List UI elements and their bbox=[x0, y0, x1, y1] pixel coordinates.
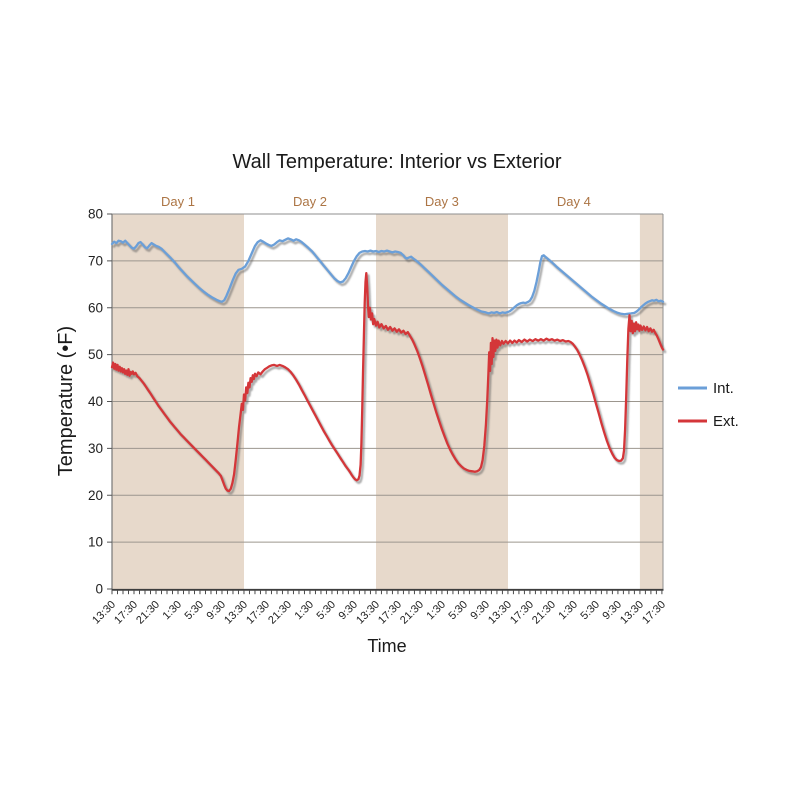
x-tick-label: 21:30 bbox=[530, 599, 558, 627]
x-tick-label: 1:30 bbox=[424, 599, 448, 623]
series-line-int bbox=[110, 237, 665, 316]
y-tick-label: 10 bbox=[88, 535, 103, 550]
y-tick-label: 0 bbox=[95, 582, 103, 597]
data-series bbox=[110, 237, 667, 495]
y-tick-label: 20 bbox=[88, 488, 103, 503]
x-tick-label: 17:30 bbox=[376, 599, 404, 627]
x-axis-ticks: 13:3017:3021:301:305:309:3013:3017:3021:… bbox=[90, 590, 668, 627]
x-tick-label: 13:30 bbox=[618, 599, 646, 627]
x-axis-title: Time bbox=[367, 636, 406, 656]
day-label: Day 2 bbox=[293, 194, 327, 209]
x-tick-label: 13:30 bbox=[222, 599, 250, 627]
legend-label: Int. bbox=[713, 380, 734, 397]
gridlines bbox=[112, 260, 663, 543]
x-tick-label: 5:30 bbox=[446, 599, 470, 623]
x-tick-label: 13:30 bbox=[354, 599, 382, 627]
x-tick-label: 17:30 bbox=[508, 599, 536, 627]
y-tick-label: 80 bbox=[88, 207, 103, 222]
x-tick-label: 21:30 bbox=[266, 599, 294, 627]
axes-frame bbox=[111, 213, 664, 591]
x-tick-label: 17:30 bbox=[244, 599, 272, 627]
y-axis-title: Temperature (•F) bbox=[55, 326, 77, 476]
x-tick-label: 21:30 bbox=[398, 599, 426, 627]
day-label: Day 1 bbox=[161, 194, 195, 209]
legend: Int. Ext. bbox=[678, 380, 739, 430]
day-label: Day 4 bbox=[557, 194, 591, 209]
x-tick-label: 5:30 bbox=[314, 599, 338, 623]
x-tick-label: 1:30 bbox=[160, 599, 184, 623]
legend-label: Ext. bbox=[713, 413, 739, 430]
x-tick-label: 5:30 bbox=[182, 599, 206, 623]
y-axis-ticks: 0 10 20 30 40 50 60 70 80 bbox=[88, 207, 112, 597]
x-tick-label: 17:30 bbox=[112, 599, 140, 627]
y-tick-label: 70 bbox=[88, 253, 103, 268]
x-tick-label: 17:30 bbox=[640, 599, 668, 627]
legend-item: Int. bbox=[678, 380, 734, 397]
y-tick-label: 40 bbox=[88, 394, 103, 409]
y-tick-label: 50 bbox=[88, 347, 103, 362]
x-tick-label: 1:30 bbox=[556, 599, 580, 623]
day-label: Day 3 bbox=[425, 194, 459, 209]
x-tick-label: 13:30 bbox=[90, 599, 118, 627]
x-tick-label: 1:30 bbox=[292, 599, 316, 623]
chart-title: Wall Temperature: Interior vs Exterior bbox=[233, 151, 562, 173]
y-tick-label: 30 bbox=[88, 441, 103, 456]
x-tick-label: 21:30 bbox=[134, 599, 162, 627]
day-labels: Day 1 Day 2 Day 3 Day 4 bbox=[161, 194, 591, 209]
y-tick-label: 60 bbox=[88, 300, 103, 315]
legend-item: Ext. bbox=[678, 413, 739, 430]
series-line-ext bbox=[110, 271, 665, 493]
x-tick-label: 13:30 bbox=[486, 599, 514, 627]
x-tick-label: 5:30 bbox=[578, 599, 602, 623]
